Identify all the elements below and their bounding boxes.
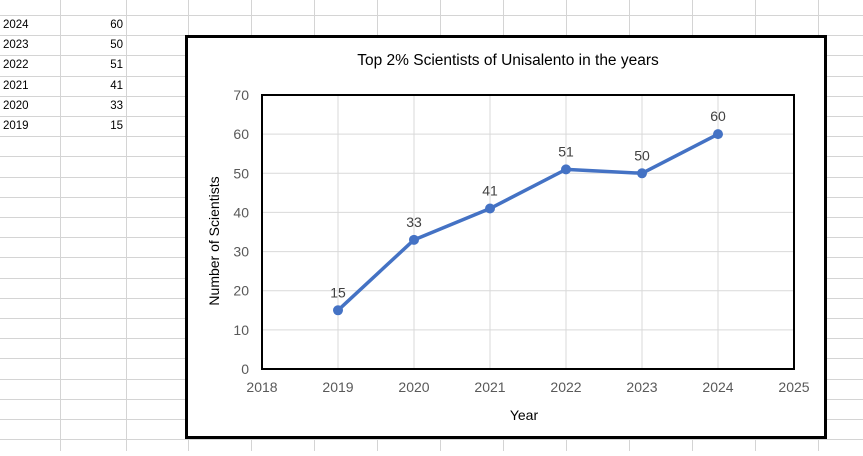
cell-value[interactable]: 51 <box>110 59 123 72</box>
chart-object[interactable]: Top 2% Scientists of Unisalento in the y… <box>185 35 827 439</box>
x-tick-label: 2025 <box>778 379 809 395</box>
cell-value[interactable]: 50 <box>110 39 123 52</box>
x-tick-label: 2024 <box>702 379 733 395</box>
data-point[interactable] <box>333 305 343 316</box>
cell-value[interactable]: 33 <box>110 99 123 112</box>
cell-year[interactable]: 2022 <box>3 59 29 72</box>
y-axis-label: Number of Scientists <box>206 176 222 305</box>
cell-year[interactable]: 2021 <box>3 79 29 92</box>
x-tick-label: 2018 <box>246 379 277 395</box>
series-line <box>336 132 719 312</box>
y-tick-label: 60 <box>233 126 249 142</box>
y-tick-label: 70 <box>233 87 249 103</box>
data-point[interactable] <box>713 129 723 140</box>
cell-value[interactable]: 41 <box>110 79 123 92</box>
cell-year[interactable]: 2023 <box>3 39 29 52</box>
y-tick-label: 10 <box>233 322 249 338</box>
cell-value[interactable]: 60 <box>110 19 123 31</box>
data-point[interactable] <box>485 203 495 214</box>
x-tick-label: 2022 <box>550 379 581 395</box>
data-label: 15 <box>330 284 346 300</box>
cell-year[interactable]: 2024 <box>3 19 29 31</box>
y-tick-label: 20 <box>233 283 249 299</box>
y-tick-label: 40 <box>233 204 249 220</box>
cell-value[interactable]: 15 <box>110 120 123 132</box>
chart-title: Top 2% Scientists of Unisalento in the y… <box>357 52 659 69</box>
x-axis-label: Year <box>510 407 539 423</box>
data-label: 60 <box>710 108 726 124</box>
cell-year[interactable]: 2019 <box>3 120 29 132</box>
y-tick-label: 30 <box>233 244 249 260</box>
data-label: 51 <box>558 143 574 159</box>
x-tick-label: 2019 <box>322 379 353 395</box>
data-label: 50 <box>634 147 650 163</box>
y-tick-label: 0 <box>241 361 249 377</box>
data-label: 41 <box>482 183 498 199</box>
data-point[interactable] <box>409 234 419 245</box>
data-label: 33 <box>406 214 422 230</box>
data-point[interactable] <box>637 168 647 179</box>
data-point[interactable] <box>561 164 571 175</box>
line-chart: Top 2% Scientists of Unisalento in the y… <box>206 52 810 423</box>
cell-year[interactable]: 2020 <box>3 99 29 112</box>
x-tick-label: 2023 <box>626 379 657 395</box>
x-tick-label: 2021 <box>474 379 505 395</box>
y-tick-label: 50 <box>233 165 249 181</box>
plot-area-border <box>261 94 795 370</box>
x-tick-label: 2020 <box>398 379 429 395</box>
